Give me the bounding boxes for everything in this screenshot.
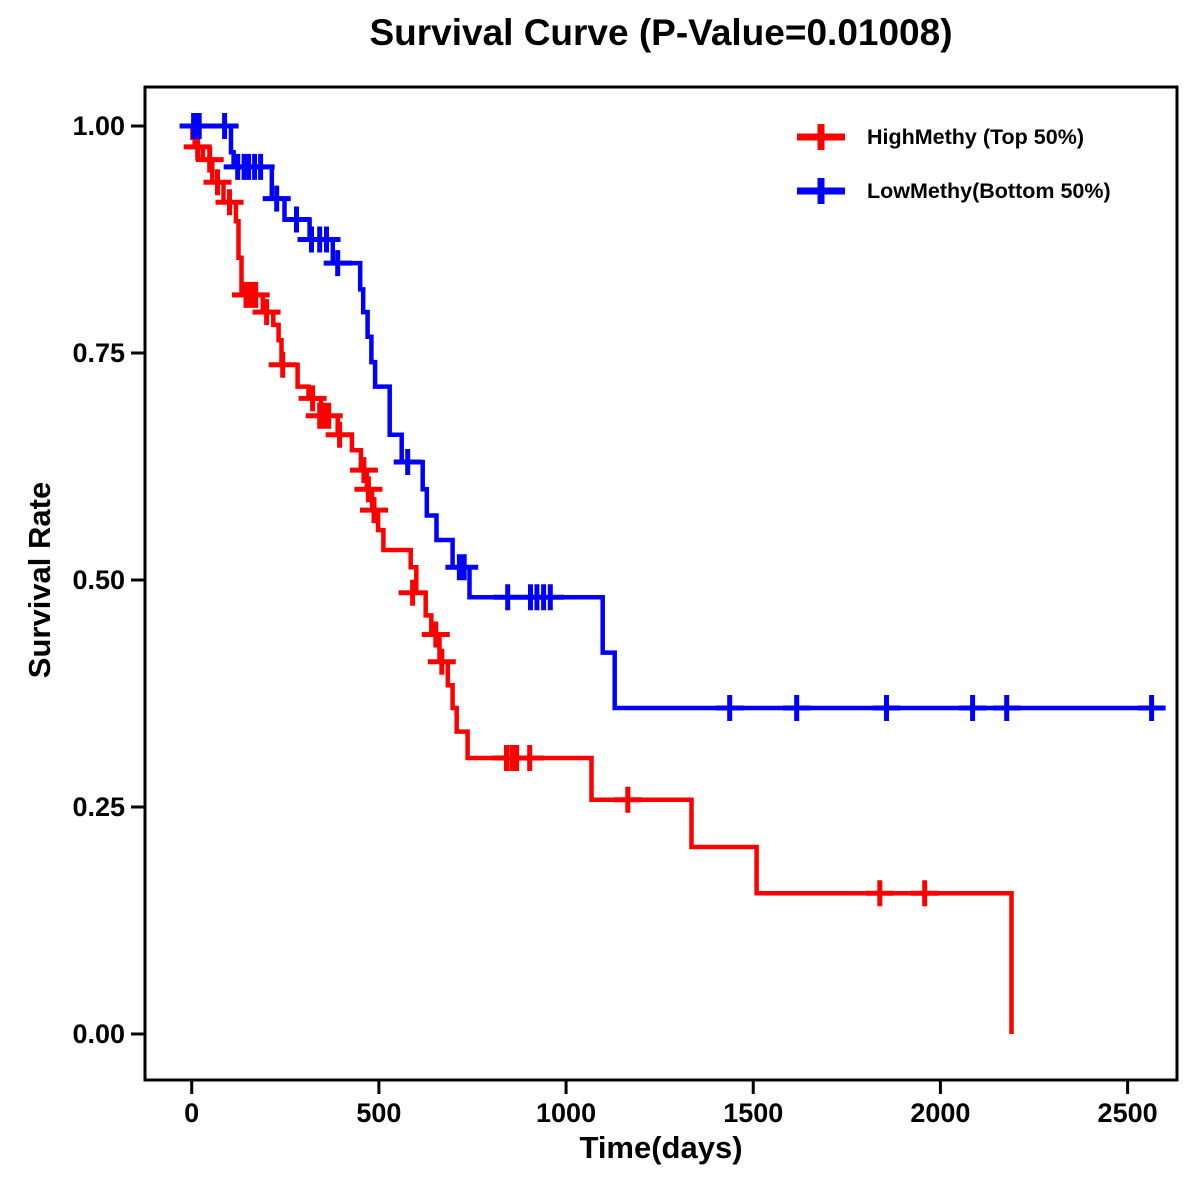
x-axis-title: Time(days) bbox=[579, 1130, 743, 1165]
plot-frame bbox=[143, 85, 1179, 1082]
y-tick-label-0.00: 0.00 bbox=[72, 1019, 125, 1049]
y-tick-label-0.25: 0.25 bbox=[72, 792, 125, 822]
x-tick-label-2500: 2500 bbox=[1098, 1098, 1158, 1128]
legend-label: LowMethy(Bottom 50%) bbox=[867, 178, 1111, 203]
legend-cross-icon bbox=[797, 124, 845, 150]
legend-cross-glyph bbox=[797, 178, 845, 204]
legend: HighMethy (Top 50%) LowMethy(Bottom 50%) bbox=[795, 110, 1111, 218]
x-tick-label-500: 500 bbox=[356, 1098, 401, 1128]
survival-curve-highmethy bbox=[190, 123, 1014, 1034]
x-tick-label-1000: 1000 bbox=[536, 1098, 596, 1128]
x-tick-label-1500: 1500 bbox=[723, 1098, 783, 1128]
legend-item-highmethy: HighMethy (Top 50%) bbox=[795, 110, 1111, 164]
y-tick-label-0.75: 0.75 bbox=[72, 338, 125, 368]
chart-title: Survival Curve (P-Value=0.01008) bbox=[369, 12, 953, 53]
y-tick-label-1.00: 1.00 bbox=[72, 111, 125, 141]
y-tick-label-0.50: 0.50 bbox=[72, 565, 125, 595]
legend-label: HighMethy (Top 50%) bbox=[867, 124, 1084, 149]
legend-cross-glyph bbox=[797, 124, 845, 150]
x-tick-label-2000: 2000 bbox=[910, 1098, 970, 1128]
y-axis-title: Survival Rate bbox=[22, 481, 57, 679]
censor-marks-highmethy bbox=[183, 133, 939, 907]
censor-marks-lowmethy bbox=[179, 113, 1166, 721]
x-tick-label-0: 0 bbox=[184, 1098, 199, 1128]
legend-cross-icon bbox=[797, 178, 845, 204]
legend-item-lowmethy: LowMethy(Bottom 50%) bbox=[795, 164, 1111, 218]
